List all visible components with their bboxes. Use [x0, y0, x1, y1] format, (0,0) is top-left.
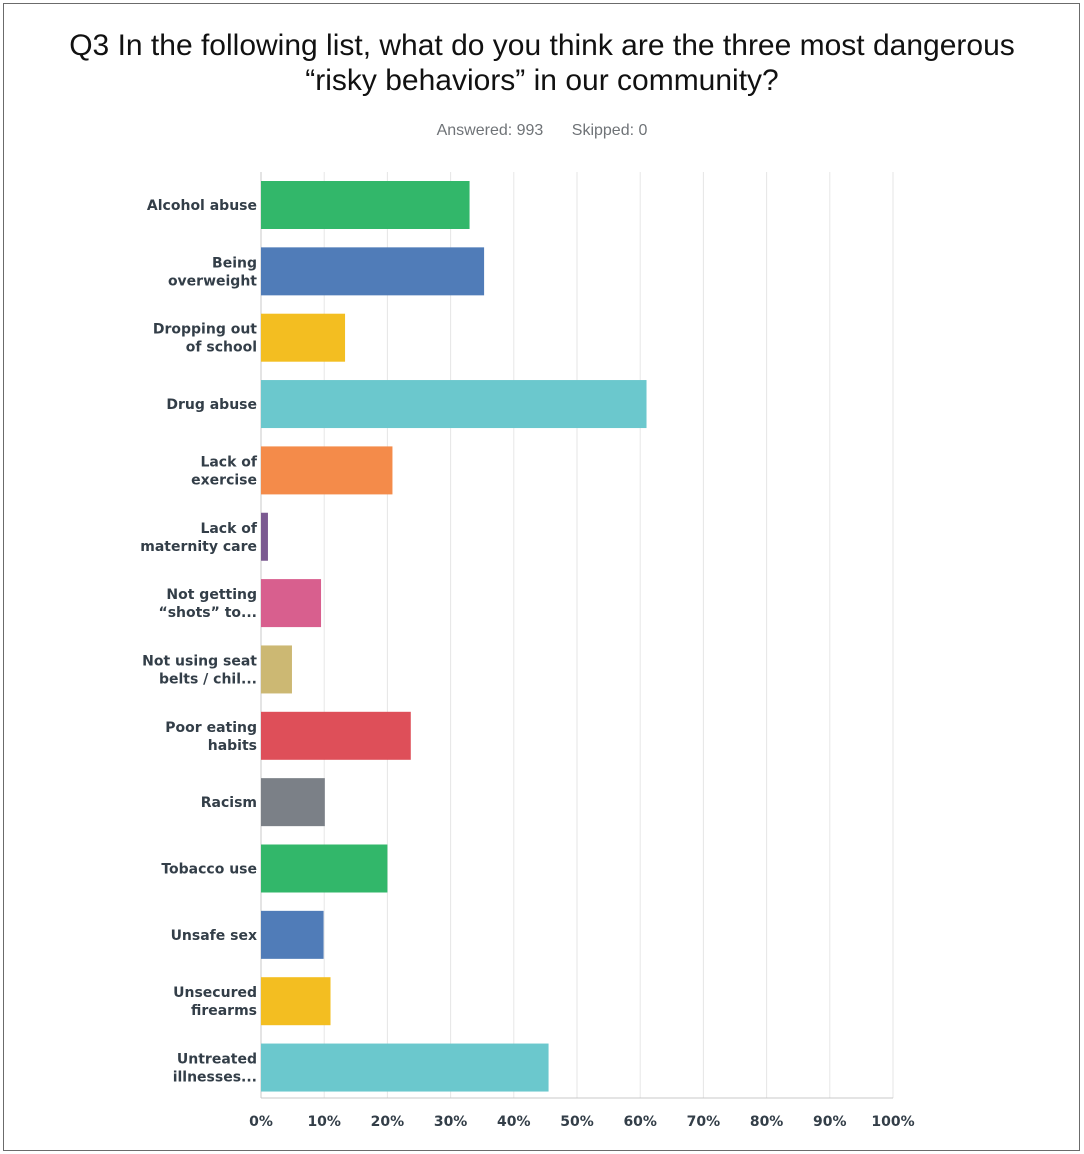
answered-count: Answered: 993 [436, 122, 544, 139]
bar [261, 778, 325, 827]
category-label: Dropping out of school [153, 322, 257, 356]
bar [261, 313, 346, 362]
category-label: Lack of exercise [191, 454, 258, 488]
chart-title-line-2: “risky behaviors” in our community? [305, 64, 779, 97]
bar [261, 844, 388, 893]
chart-frame [3, 3, 1080, 1151]
category-label: Unsafe sex [171, 928, 257, 944]
x-tick-label: 30% [434, 1114, 468, 1130]
chart-title: Q3 In the following list, what do you th… [20, 28, 1064, 98]
x-tick-label: 50% [560, 1114, 594, 1130]
x-tick-label: 80% [750, 1114, 784, 1130]
response-stats: Answered: 993 Skipped: 0 [0, 122, 1084, 140]
category-label: Poor eating habits [165, 720, 257, 754]
bar [261, 977, 331, 1026]
category-label: Tobacco use [161, 862, 257, 878]
bar [261, 910, 324, 959]
chart-title-line-1: Q3 In the following list, what do you th… [69, 29, 1015, 62]
category-label: Racism [201, 795, 257, 811]
category-label: Lack of maternity care [140, 521, 258, 555]
category-label: Not getting “shots” to... [159, 587, 258, 621]
bar [261, 711, 411, 760]
x-tick-label: 10% [307, 1114, 341, 1130]
bar [261, 645, 292, 694]
x-tick-label: 70% [687, 1114, 721, 1130]
category-label: Unsecured firearms [173, 985, 257, 1019]
x-tick-label: 60% [623, 1114, 657, 1130]
category-label: Alcohol abuse [147, 198, 257, 214]
bar [261, 446, 393, 495]
x-tick-label: 0% [249, 1114, 273, 1130]
category-labels: Alcohol abuse Being overweight Dropping out… [140, 198, 258, 1086]
bars [261, 181, 647, 1092]
x-tick-label: 100% [871, 1114, 914, 1130]
bar [261, 1043, 549, 1092]
x-tick-label: 20% [371, 1114, 405, 1130]
category-label: Being overweight [168, 255, 257, 289]
grid-lines [260, 172, 894, 1099]
bar [261, 181, 470, 229]
skipped-count: Skipped: 0 [571, 122, 648, 139]
category-label: Not using seat belts / chil... [142, 653, 257, 687]
category-label: Drug abuse [166, 397, 257, 413]
x-axis-ticks: 0% 10% 20% 30% 40% 50% 60% 70% 80% 90% 100% [249, 1114, 915, 1130]
bar [261, 247, 485, 296]
bar [261, 579, 322, 628]
x-tick-label: 90% [813, 1114, 847, 1130]
x-tick-label: 40% [497, 1114, 531, 1130]
category-label: Untreated illnesses... [173, 1052, 257, 1086]
bar [261, 512, 268, 561]
bar [261, 380, 647, 429]
